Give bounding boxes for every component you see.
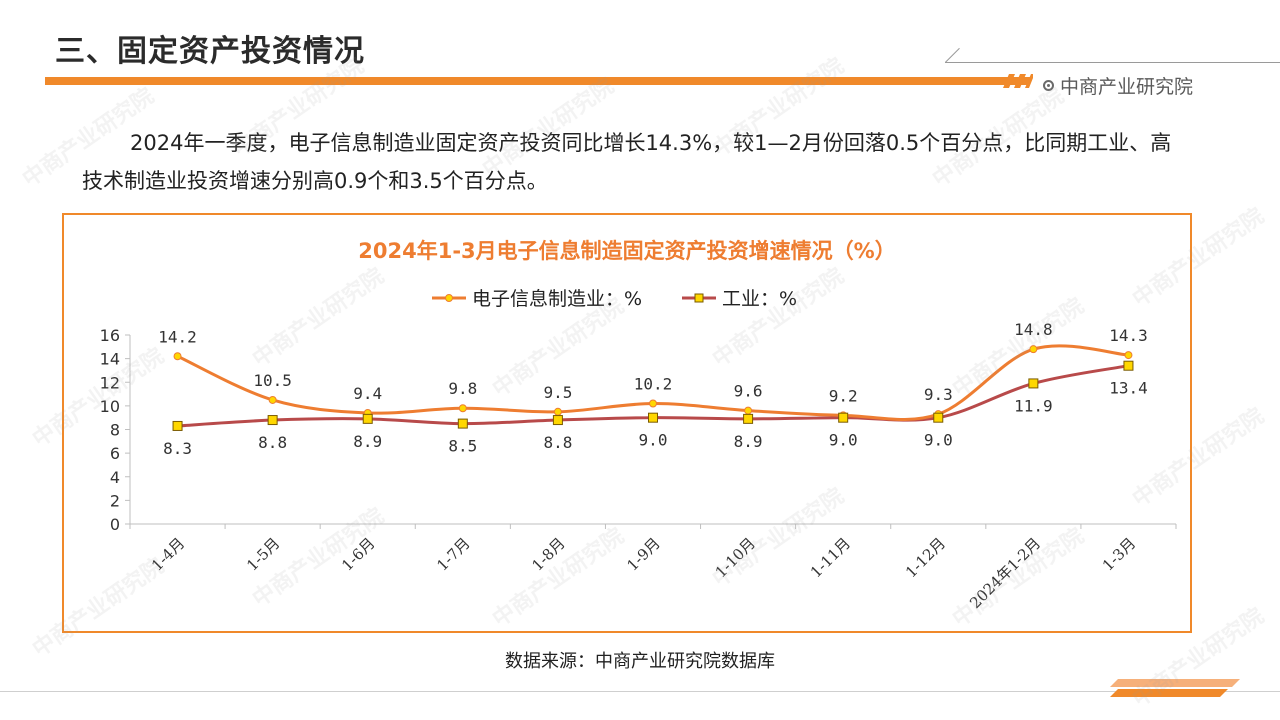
data-label: 9.0 <box>924 431 953 450</box>
data-label: 14.2 <box>158 327 197 346</box>
data-point <box>648 412 658 423</box>
line-chart: 2024年1-3月电子信息制造固定资产投资增速情况（%） 电子信息制造业：% 工业：… <box>100 239 1177 612</box>
x-tick-label: 1-5月 <box>243 534 283 574</box>
data-label: 9.2 <box>829 386 858 405</box>
x-tick-label: 1-8月 <box>528 534 568 574</box>
section-title: 三、固定资产投资情况 <box>55 34 365 69</box>
data-label: 8.8 <box>258 433 287 452</box>
data-point <box>838 412 849 423</box>
data-source: 数据来源：中商产业研究院数据库 <box>505 651 775 672</box>
legend-label: 工业：% <box>722 288 797 310</box>
data-label: 9.0 <box>639 431 668 450</box>
data-point <box>1029 345 1038 354</box>
data-point <box>1028 378 1039 389</box>
data-point <box>552 415 563 426</box>
data-point <box>362 413 373 424</box>
x-tick-label: 1-7月 <box>433 534 473 574</box>
y-tick-label: 8 <box>110 421 120 440</box>
data-label: 8.9 <box>734 432 763 451</box>
data-label: 11.9 <box>1014 396 1053 415</box>
y-tick-label: 0 <box>110 515 120 534</box>
data-label: 9.6 <box>734 382 763 401</box>
x-tick-label: 2024年1-2月 <box>966 534 1044 612</box>
data-label: 10.5 <box>253 371 292 390</box>
footer-line <box>0 691 1280 692</box>
x-tick-label: 1-11月 <box>807 534 854 581</box>
data-point <box>553 407 562 416</box>
brand-label: 中商产业研究院 <box>1060 76 1194 98</box>
data-label: 14.3 <box>1109 326 1148 345</box>
data-point <box>933 412 944 423</box>
data-label: 10.2 <box>634 375 673 394</box>
y-tick-label: 10 <box>100 397 120 416</box>
data-point <box>457 418 468 429</box>
legend-label: 电子信息制造业：% <box>472 288 642 310</box>
data-label: 9.5 <box>543 383 572 402</box>
data-point <box>649 399 657 408</box>
data-point <box>1124 351 1133 360</box>
header-line-right <box>945 62 1280 63</box>
legend-swatch-marker <box>694 293 704 303</box>
y-tick-label: 4 <box>110 468 120 487</box>
chart-title: 2024年1-3月电子信息制造固定资产投资增速情况（%） <box>358 239 895 263</box>
data-label: 8.9 <box>353 432 382 451</box>
x-tick-label: 1-12月 <box>902 534 949 581</box>
x-tick-label: 1-9月 <box>623 534 663 574</box>
data-point <box>743 413 754 424</box>
data-label: 8.5 <box>448 437 477 456</box>
data-point <box>173 352 182 361</box>
title-underline <box>45 77 1030 85</box>
data-label: 8.8 <box>543 433 572 452</box>
data-point <box>458 404 467 413</box>
y-tick-label: 14 <box>100 350 120 369</box>
y-tick-label: 2 <box>110 491 120 510</box>
summary-paragraph: 2024年一季度，电子信息制造业固定资产投资同比增长14.3%，较1—2月份回落… <box>82 131 1172 193</box>
data-label: 8.3 <box>163 439 192 458</box>
data-label: 14.8 <box>1014 320 1053 339</box>
header-stripes-icon <box>1003 74 1033 88</box>
y-tick-label: 12 <box>100 373 120 392</box>
data-point <box>744 406 753 415</box>
data-point <box>172 420 183 431</box>
chart-frame: 2024年1-3月电子信息制造固定资产投资增速情况（%） 电子信息制造业：% 工业：… <box>62 213 1192 633</box>
y-tick-label: 6 <box>110 444 120 463</box>
data-point <box>1123 360 1134 371</box>
x-tick-label: 1-10月 <box>712 534 759 581</box>
y-tick-label: 16 <box>100 326 120 345</box>
x-tick-label: 1-4月 <box>148 534 188 574</box>
brand: 中商产业研究院 <box>1043 72 1193 99</box>
x-tick-label: 1-3月 <box>1099 534 1139 574</box>
data-label: 9.8 <box>448 379 477 398</box>
data-label: 9.3 <box>924 385 953 404</box>
x-tick-label: 1-6月 <box>338 534 378 574</box>
data-point <box>267 415 278 426</box>
footer-stripes-icon <box>1110 679 1240 697</box>
legend-swatch-marker <box>445 294 453 302</box>
data-label: 9.4 <box>353 384 382 403</box>
data-label: 13.4 <box>1109 379 1148 398</box>
data-point <box>268 395 277 404</box>
brand-dot-icon <box>1043 80 1054 91</box>
data-label: 9.0 <box>829 431 858 450</box>
